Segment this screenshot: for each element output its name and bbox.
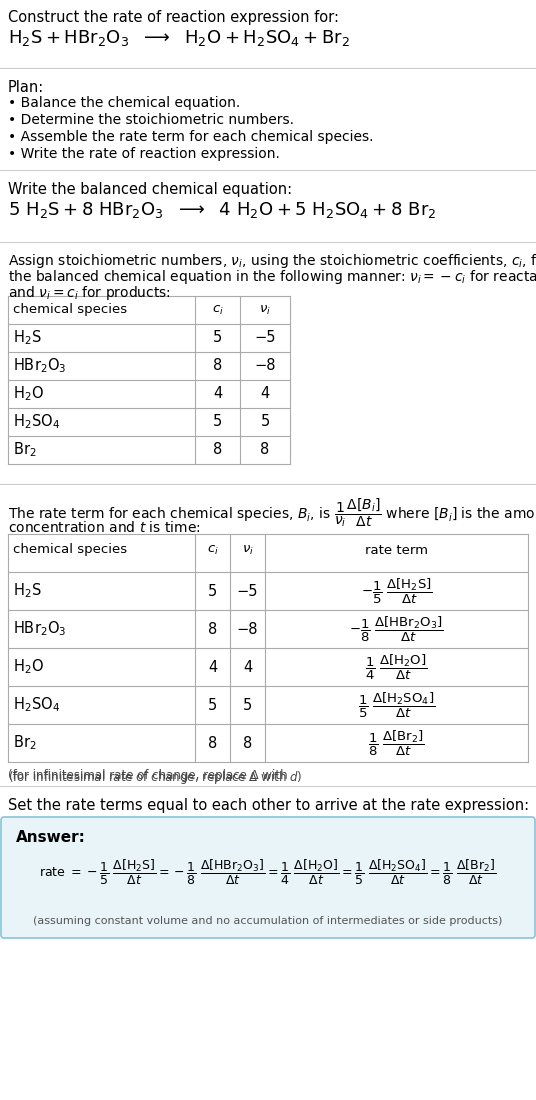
- Text: $\mathrm{H_2O}$: $\mathrm{H_2O}$: [13, 658, 44, 676]
- Text: $\mathit{c_i}$: $\mathit{c_i}$: [206, 543, 218, 557]
- Text: 5: 5: [260, 415, 270, 429]
- Text: (for infinitesimal rate of change, replace $\Delta$ with $d$): (for infinitesimal rate of change, repla…: [8, 769, 302, 786]
- Text: Plan:: Plan:: [8, 80, 44, 95]
- Text: $\dfrac{1}{4}\ \dfrac{\Delta[\mathrm{H_2O}]}{\Delta t}$: $\dfrac{1}{4}\ \dfrac{\Delta[\mathrm{H_2…: [365, 652, 428, 682]
- Text: $\mathrm{H_2S + HBr_2O_3}$  $\longrightarrow$  $\mathrm{H_2O + H_2SO_4 + Br_2}$: $\mathrm{H_2S + HBr_2O_3}$ $\longrightar…: [8, 28, 350, 48]
- Text: $\dfrac{1}{5}\ \dfrac{\Delta[\mathrm{H_2SO_4}]}{\Delta t}$: $\dfrac{1}{5}\ \dfrac{\Delta[\mathrm{H_2…: [358, 691, 435, 719]
- Text: $\mathit{\nu_i}$: $\mathit{\nu_i}$: [259, 304, 271, 317]
- Text: $\mathit{\nu_i}$: $\mathit{\nu_i}$: [242, 543, 254, 557]
- Text: rate $= -\dfrac{1}{5}\ \dfrac{\Delta[\mathrm{H_2S}]}{\Delta t}= -\dfrac{1}{8}\ \: rate $= -\dfrac{1}{5}\ \dfrac{\Delta[\ma…: [40, 858, 496, 887]
- Text: 8: 8: [243, 736, 252, 750]
- Text: −5: −5: [237, 583, 258, 598]
- Text: $\mathrm{Br_2}$: $\mathrm{Br_2}$: [13, 734, 36, 752]
- FancyBboxPatch shape: [1, 817, 535, 938]
- Text: • Determine the stoichiometric numbers.: • Determine the stoichiometric numbers.: [8, 113, 294, 127]
- Text: $\mathrm{H_2SO_4}$: $\mathrm{H_2SO_4}$: [13, 695, 60, 714]
- Text: 5: 5: [213, 415, 222, 429]
- Text: $\mathrm{H_2S}$: $\mathrm{H_2S}$: [13, 582, 42, 601]
- Text: chemical species: chemical species: [13, 543, 127, 557]
- Text: −5: −5: [254, 330, 276, 345]
- Text: chemical species: chemical species: [13, 304, 127, 317]
- Text: Answer:: Answer:: [16, 830, 86, 845]
- Text: • Balance the chemical equation.: • Balance the chemical equation.: [8, 96, 240, 110]
- Text: −8: −8: [254, 359, 276, 374]
- Text: 4: 4: [243, 660, 252, 674]
- Text: $\mathrm{5\ H_2S + 8\ HBr_2O_3}$  $\longrightarrow$  $\mathrm{4\ H_2O + 5\ H_2SO: $\mathrm{5\ H_2S + 8\ HBr_2O_3}$ $\longr…: [8, 200, 436, 220]
- Text: 5: 5: [243, 697, 252, 713]
- Text: $\mathrm{Br_2}$: $\mathrm{Br_2}$: [13, 441, 36, 460]
- Text: $\mathit{c_i}$: $\mathit{c_i}$: [212, 304, 224, 317]
- Text: 5: 5: [213, 330, 222, 345]
- Text: $\mathrm{H_2SO_4}$: $\mathrm{H_2SO_4}$: [13, 412, 60, 431]
- Text: $\dfrac{1}{8}\ \dfrac{\Delta[\mathrm{Br_2}]}{\Delta t}$: $\dfrac{1}{8}\ \dfrac{\Delta[\mathrm{Br_…: [368, 728, 425, 758]
- Text: $-\dfrac{1}{5}\ \dfrac{\Delta[\mathrm{H_2S}]}{\Delta t}$: $-\dfrac{1}{5}\ \dfrac{\Delta[\mathrm{H_…: [361, 576, 433, 606]
- Text: 8: 8: [213, 442, 222, 458]
- Text: $-\dfrac{1}{8}\ \dfrac{\Delta[\mathrm{HBr_2O_3}]}{\Delta t}$: $-\dfrac{1}{8}\ \dfrac{\Delta[\mathrm{HB…: [349, 615, 444, 644]
- Text: (for infinitesimal rate of change, replace Δ with: (for infinitesimal rate of change, repla…: [8, 769, 292, 782]
- Text: $\mathrm{HBr_2O_3}$: $\mathrm{HBr_2O_3}$: [13, 619, 66, 638]
- Text: Construct the rate of reaction expression for:: Construct the rate of reaction expressio…: [8, 10, 339, 25]
- Text: −8: −8: [237, 621, 258, 637]
- Text: 8: 8: [208, 621, 217, 637]
- Text: 8: 8: [260, 442, 270, 458]
- Text: the balanced chemical equation in the following manner: $\mathit{\nu_i} = -\math: the balanced chemical equation in the fo…: [8, 268, 536, 286]
- Text: rate term: rate term: [365, 543, 428, 557]
- Text: • Write the rate of reaction expression.: • Write the rate of reaction expression.: [8, 147, 280, 161]
- Text: Write the balanced chemical equation:: Write the balanced chemical equation:: [8, 182, 292, 197]
- Text: Assign stoichiometric numbers, $\mathit{\nu_i}$, using the stoichiometric coeffi: Assign stoichiometric numbers, $\mathit{…: [8, 252, 536, 270]
- Text: 4: 4: [208, 660, 217, 674]
- Text: 5: 5: [208, 697, 217, 713]
- Text: 4: 4: [260, 386, 270, 402]
- Text: 8: 8: [208, 736, 217, 750]
- Text: $\mathrm{HBr_2O_3}$: $\mathrm{HBr_2O_3}$: [13, 356, 66, 375]
- Text: Set the rate terms equal to each other to arrive at the rate expression:: Set the rate terms equal to each other t…: [8, 798, 529, 813]
- Text: and $\mathit{\nu_i} = \mathit{c_i}$ for products:: and $\mathit{\nu_i} = \mathit{c_i}$ for …: [8, 284, 171, 302]
- Text: The rate term for each chemical species, $B_i$, is $\dfrac{1}{\nu_i}\dfrac{\Delt: The rate term for each chemical species,…: [8, 496, 536, 529]
- Text: 4: 4: [213, 386, 222, 402]
- Text: $\mathrm{H_2S}$: $\mathrm{H_2S}$: [13, 329, 42, 348]
- Text: concentration and $t$ is time:: concentration and $t$ is time:: [8, 520, 200, 535]
- Text: • Assemble the rate term for each chemical species.: • Assemble the rate term for each chemic…: [8, 130, 374, 144]
- Text: 8: 8: [213, 359, 222, 374]
- Text: $\mathrm{H_2O}$: $\mathrm{H_2O}$: [13, 385, 44, 404]
- Text: (assuming constant volume and no accumulation of intermediates or side products): (assuming constant volume and no accumul…: [33, 916, 503, 926]
- Text: 5: 5: [208, 583, 217, 598]
